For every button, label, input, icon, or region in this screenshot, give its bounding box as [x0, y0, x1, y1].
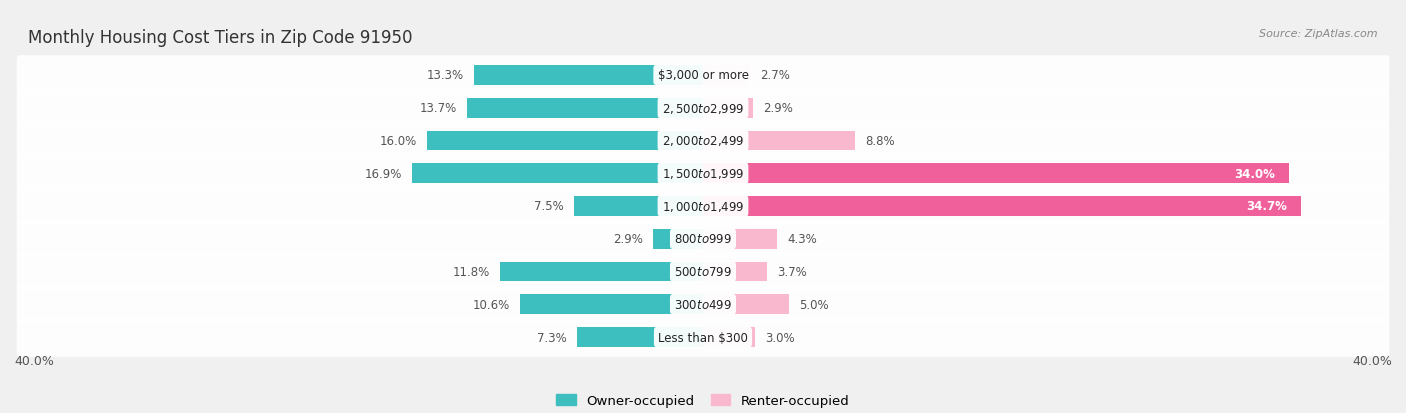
FancyBboxPatch shape	[17, 89, 1389, 128]
Text: 3.0%: 3.0%	[765, 331, 794, 344]
Legend: Owner-occupied, Renter-occupied: Owner-occupied, Renter-occupied	[557, 394, 849, 407]
Text: $3,000 or more: $3,000 or more	[658, 69, 748, 82]
Text: $2,500 to $2,999: $2,500 to $2,999	[662, 102, 744, 115]
Bar	[703, 131, 855, 151]
Bar	[703, 99, 754, 118]
Text: 40.0%: 40.0%	[1353, 354, 1392, 367]
Bar	[520, 295, 703, 314]
Text: 2.9%: 2.9%	[613, 233, 643, 246]
Text: 13.3%: 13.3%	[426, 69, 464, 82]
FancyBboxPatch shape	[17, 56, 1389, 95]
Text: 16.0%: 16.0%	[380, 135, 418, 147]
Bar	[703, 197, 1301, 216]
FancyBboxPatch shape	[17, 187, 1389, 226]
Text: 3.7%: 3.7%	[778, 266, 807, 278]
Text: 34.7%: 34.7%	[1246, 200, 1286, 213]
Text: Less than $300: Less than $300	[658, 331, 748, 344]
Bar	[412, 164, 703, 184]
FancyBboxPatch shape	[17, 154, 1389, 193]
Text: $800 to $999: $800 to $999	[673, 233, 733, 246]
Bar	[474, 66, 703, 85]
Text: 2.9%: 2.9%	[763, 102, 793, 115]
Bar	[427, 131, 703, 151]
Text: 11.8%: 11.8%	[453, 266, 489, 278]
Text: $1,500 to $1,999: $1,500 to $1,999	[662, 167, 744, 181]
FancyBboxPatch shape	[17, 220, 1389, 259]
Text: 7.5%: 7.5%	[534, 200, 564, 213]
FancyBboxPatch shape	[17, 252, 1389, 292]
Text: 4.3%: 4.3%	[787, 233, 817, 246]
FancyBboxPatch shape	[17, 285, 1389, 324]
Text: $300 to $499: $300 to $499	[673, 298, 733, 311]
Bar	[703, 164, 1289, 184]
FancyBboxPatch shape	[17, 121, 1389, 161]
Text: 10.6%: 10.6%	[472, 298, 510, 311]
Bar	[703, 328, 755, 347]
Bar	[703, 229, 778, 249]
FancyBboxPatch shape	[17, 318, 1389, 357]
Bar	[574, 197, 703, 216]
Bar	[467, 99, 703, 118]
Bar	[703, 66, 749, 85]
Text: 16.9%: 16.9%	[364, 167, 402, 180]
Text: 5.0%: 5.0%	[800, 298, 830, 311]
Text: $500 to $799: $500 to $799	[673, 266, 733, 278]
Bar	[652, 229, 703, 249]
Text: 34.0%: 34.0%	[1234, 167, 1275, 180]
Text: $1,000 to $1,499: $1,000 to $1,499	[662, 199, 744, 214]
Bar	[703, 295, 789, 314]
Text: $2,000 to $2,499: $2,000 to $2,499	[662, 134, 744, 148]
Text: 8.8%: 8.8%	[865, 135, 894, 147]
Text: Monthly Housing Cost Tiers in Zip Code 91950: Monthly Housing Cost Tiers in Zip Code 9…	[28, 29, 412, 47]
Text: 7.3%: 7.3%	[537, 331, 567, 344]
Text: Source: ZipAtlas.com: Source: ZipAtlas.com	[1260, 29, 1378, 39]
Bar	[578, 328, 703, 347]
Bar	[703, 262, 766, 282]
Text: 40.0%: 40.0%	[14, 354, 53, 367]
Text: 13.7%: 13.7%	[419, 102, 457, 115]
Text: 2.7%: 2.7%	[759, 69, 790, 82]
Bar	[499, 262, 703, 282]
